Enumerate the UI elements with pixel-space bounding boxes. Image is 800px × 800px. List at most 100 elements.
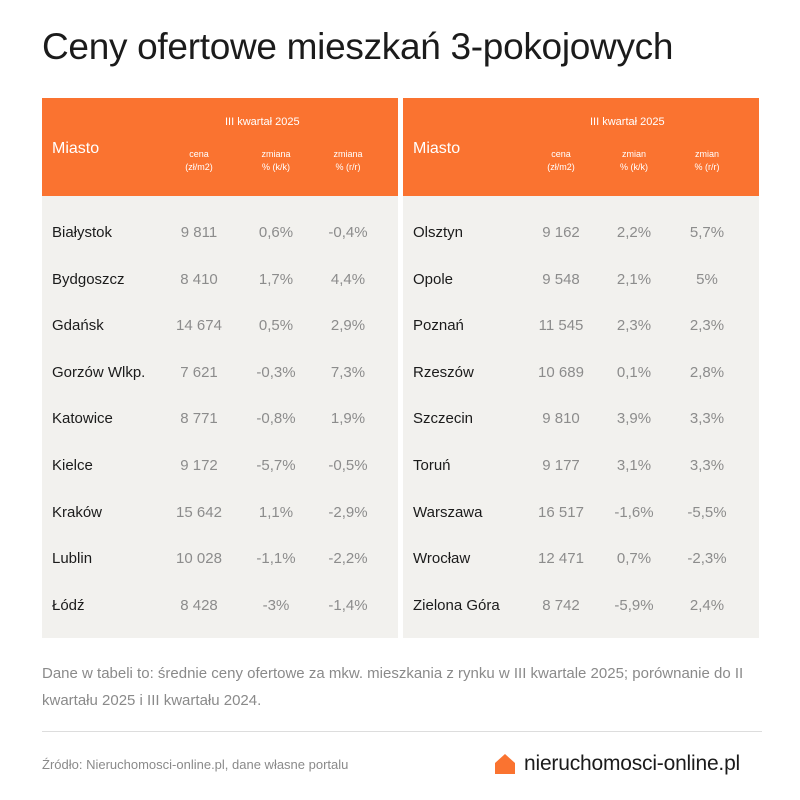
change-yy-cell: 2,9%: [330, 317, 366, 334]
change-yy-cell: 7,3%: [330, 364, 366, 381]
table-row: Kielce 9 172 -5,7% -0,5%: [42, 443, 398, 489]
divider: [42, 731, 762, 732]
city-cell: Poznań: [413, 317, 464, 334]
city-cell: Olsztyn: [413, 224, 464, 241]
change-qq-cell: -5,7%: [256, 457, 296, 474]
table-row: Opole 9 548 2,1% 5%: [403, 257, 759, 303]
table-row: Kraków 15 642 1,1% -2,9%: [42, 490, 398, 536]
price-cell: 8 410: [180, 271, 218, 288]
column-header-change-qq: zmiana% (k/k): [261, 149, 291, 172]
change-yy-cell: -0,5%: [328, 457, 368, 474]
change-qq-cell: 2,1%: [616, 271, 652, 288]
house-icon: [495, 754, 515, 774]
table-row: Rzeszów 10 689 0,1% 2,8%: [403, 350, 759, 396]
table-row: Białystok 9 811 0,6% -0,4%: [42, 210, 398, 256]
change-qq-cell: -5,9%: [614, 597, 654, 614]
column-header-city: Miasto: [413, 140, 461, 157]
change-qq-cell: -3%: [262, 597, 290, 614]
city-cell: Szczecin: [413, 410, 474, 427]
change-qq-cell: -0,3%: [256, 364, 296, 381]
table-body-right: Olsztyn 9 162 2,2% 5,7% Opole 9 548 2,1% 5% Pozn…: [403, 196, 759, 638]
column-header-city: Miasto: [52, 140, 100, 157]
change-qq-cell: 1,1%: [258, 504, 294, 521]
city-cell: Zielona Góra: [413, 597, 500, 614]
change-qq-cell: 2,2%: [616, 224, 652, 241]
change-qq-cell: 2,3%: [616, 317, 652, 334]
price-cell: 9 811: [180, 224, 218, 241]
city-cell: Rzeszów: [413, 364, 474, 381]
price-cell: 9 810: [542, 410, 580, 427]
table-row: Olsztyn 9 162 2,2% 5,7%: [403, 210, 759, 256]
table-header-right: Miasto III kwartał 2025 cena (zł/m2) zmia…: [403, 98, 759, 196]
table-row: Gorzów Wlkp. 7 621 -0,3% 7,3%: [42, 350, 398, 396]
table-header-left: Miasto III kwartał 2025 cena (zł/m2) zmia…: [42, 98, 398, 196]
change-qq-cell: -1,6%: [614, 504, 654, 521]
change-yy-cell: 2,8%: [689, 364, 725, 381]
city-cell: Gorzów Wlkp.: [52, 364, 146, 381]
column-header-change-qq: zmian% (k/k): [620, 149, 648, 172]
city-cell: Lublin: [52, 550, 93, 567]
change-yy-cell: 1,9%: [330, 410, 366, 427]
column-header-price: cena (zł/m2): [547, 149, 575, 172]
price-cell: 16 517: [538, 504, 584, 521]
table-row: Łódź 8 428 -3% -1,4%: [42, 583, 398, 629]
brand-name: nieruchomosci-online.pl: [524, 752, 741, 775]
table-row: Gdańsk 14 674 0,5% 2,9%: [42, 303, 398, 349]
city-cell: Kielce: [52, 457, 93, 474]
price-cell: 8 742: [542, 597, 580, 614]
change-yy-cell: 2,3%: [689, 317, 725, 334]
change-yy-cell: -2,2%: [328, 550, 368, 567]
price-cell: 8 428: [180, 597, 218, 614]
price-cell: 9 177: [542, 457, 580, 474]
change-yy-cell: 4,4%: [330, 271, 366, 288]
page-title: Ceny ofertowe mieszkań 3-pokojowych: [42, 26, 674, 67]
change-yy-cell: 5%: [696, 271, 718, 288]
change-yy-cell: 3,3%: [689, 457, 725, 474]
price-cell: 12 471: [538, 550, 584, 567]
table-row: Bydgoszcz 8 410 1,7% 4,4%: [42, 257, 398, 303]
change-yy-cell: -5,5%: [687, 504, 727, 521]
brand[interactable]: nieruchomosci-online.pl: [494, 750, 740, 778]
city-cell: Warszawa: [413, 504, 483, 521]
change-qq-cell: 0,7%: [616, 550, 652, 567]
table-row: Poznań 11 545 2,3% 2,3%: [403, 303, 759, 349]
city-cell: Gdańsk: [52, 317, 104, 334]
city-cell: Białystok: [52, 224, 113, 241]
column-header-period: III kwartał 2025: [225, 116, 300, 128]
change-yy-cell: 2,4%: [689, 597, 725, 614]
change-yy-cell: -2,9%: [328, 504, 368, 521]
price-cell: 14 674: [176, 317, 222, 334]
table-row: Katowice 8 771 -0,8% 1,9%: [42, 396, 398, 442]
table-row: Warszawa 16 517 -1,6% -5,5%: [403, 490, 759, 536]
city-cell: Bydgoszcz: [52, 271, 125, 288]
change-yy-cell: -1,4%: [328, 597, 368, 614]
price-cell: 10 689: [538, 364, 584, 381]
change-yy-cell: -2,3%: [687, 550, 727, 567]
price-cell: 8 771: [180, 410, 218, 427]
price-cell: 11 545: [538, 317, 584, 334]
change-qq-cell: 3,9%: [616, 410, 652, 427]
change-qq-cell: 0,5%: [258, 317, 294, 334]
city-cell: Katowice: [52, 410, 113, 427]
table-row: Lublin 10 028 -1,1% -2,2%: [42, 536, 398, 582]
city-cell: Toruń: [413, 457, 451, 474]
change-yy-cell: 5,7%: [689, 224, 725, 241]
table-panel-left: Miasto III kwartał 2025 cena (zł/m2) zmia…: [42, 98, 398, 638]
city-cell: Łódź: [52, 597, 85, 614]
change-qq-cell: 3,1%: [616, 457, 652, 474]
change-qq-cell: -0,8%: [256, 410, 296, 427]
column-header-price: cena (zł/m2): [185, 149, 213, 172]
source-text: Źródło: Nieruchomosci-online.pl, dane wł…: [42, 757, 349, 772]
price-cell: 7 621: [180, 364, 218, 381]
change-yy-cell: -0,4%: [328, 224, 368, 241]
change-qq-cell: -1,1%: [256, 550, 296, 567]
table-row: Szczecin 9 810 3,9% 3,3%: [403, 396, 759, 442]
column-header-change-yy: zmiana% (r/r): [333, 149, 363, 172]
table-row: Toruń 9 177 3,1% 3,3%: [403, 443, 759, 489]
change-qq-cell: 0,1%: [616, 364, 652, 381]
change-yy-cell: 3,3%: [689, 410, 725, 427]
column-header-period: III kwartał 2025: [590, 116, 665, 128]
table-row: Wrocław 12 471 0,7% -2,3%: [403, 536, 759, 582]
city-cell: Wrocław: [413, 550, 471, 567]
price-cell: 9 548: [542, 271, 580, 288]
